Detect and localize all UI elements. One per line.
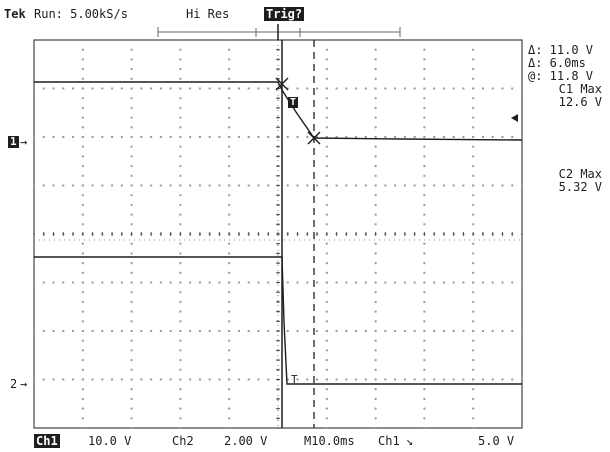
ch2-trigger-marker: T xyxy=(291,373,298,386)
timebase-setting: M10.0ms xyxy=(304,434,355,448)
trigger-slope-icon: ↘ xyxy=(406,434,414,448)
record-position-ruler xyxy=(157,27,401,37)
cursor-delta-voltage: Δ: 11.0 V xyxy=(528,43,594,57)
ch2-scale: 2.00 V xyxy=(224,434,268,448)
c2-measure-value: 5.32 V xyxy=(558,180,602,194)
ch1-trigger-marker: T xyxy=(288,97,299,108)
ch2-ground-marker[interactable]: 2 xyxy=(10,377,18,391)
trigger-level: 5.0 V xyxy=(478,434,515,448)
c2-measure-label: C2 Max xyxy=(558,167,602,181)
trigger-source: Ch1 xyxy=(378,434,400,448)
ch1-ground-marker[interactable]: 1 xyxy=(8,135,19,148)
trigger-status-badge: Trig? xyxy=(264,7,305,21)
c1-measure-value: 12.6 V xyxy=(558,95,602,109)
c1-measure-label: C1 Max xyxy=(558,82,602,96)
ch2-label: Ch2 xyxy=(172,434,194,448)
cursor-delta-time: Δ: 6.0ms xyxy=(528,56,586,70)
cursor-position-voltage: @: 11.8 V xyxy=(528,69,594,83)
graticule xyxy=(33,39,523,429)
ch1-scale: 10.0 V xyxy=(88,434,132,448)
ch1-marker-arrow-icon: → xyxy=(20,135,28,149)
ch2-marker-arrow-icon: → xyxy=(20,377,28,391)
run-status: Run: 5.00kS/s xyxy=(34,7,128,21)
ch1-label: Ch1 xyxy=(34,434,60,448)
ch1-waveform xyxy=(34,81,523,141)
cursor-x-marker-1 xyxy=(275,77,289,91)
acquisition-mode: Hi Res xyxy=(186,7,230,21)
brand-label: Tek xyxy=(4,7,26,21)
trigger-level-arrow[interactable] xyxy=(511,114,518,122)
cursor-x-marker-2 xyxy=(307,131,321,145)
ch2-waveform xyxy=(34,256,522,385)
